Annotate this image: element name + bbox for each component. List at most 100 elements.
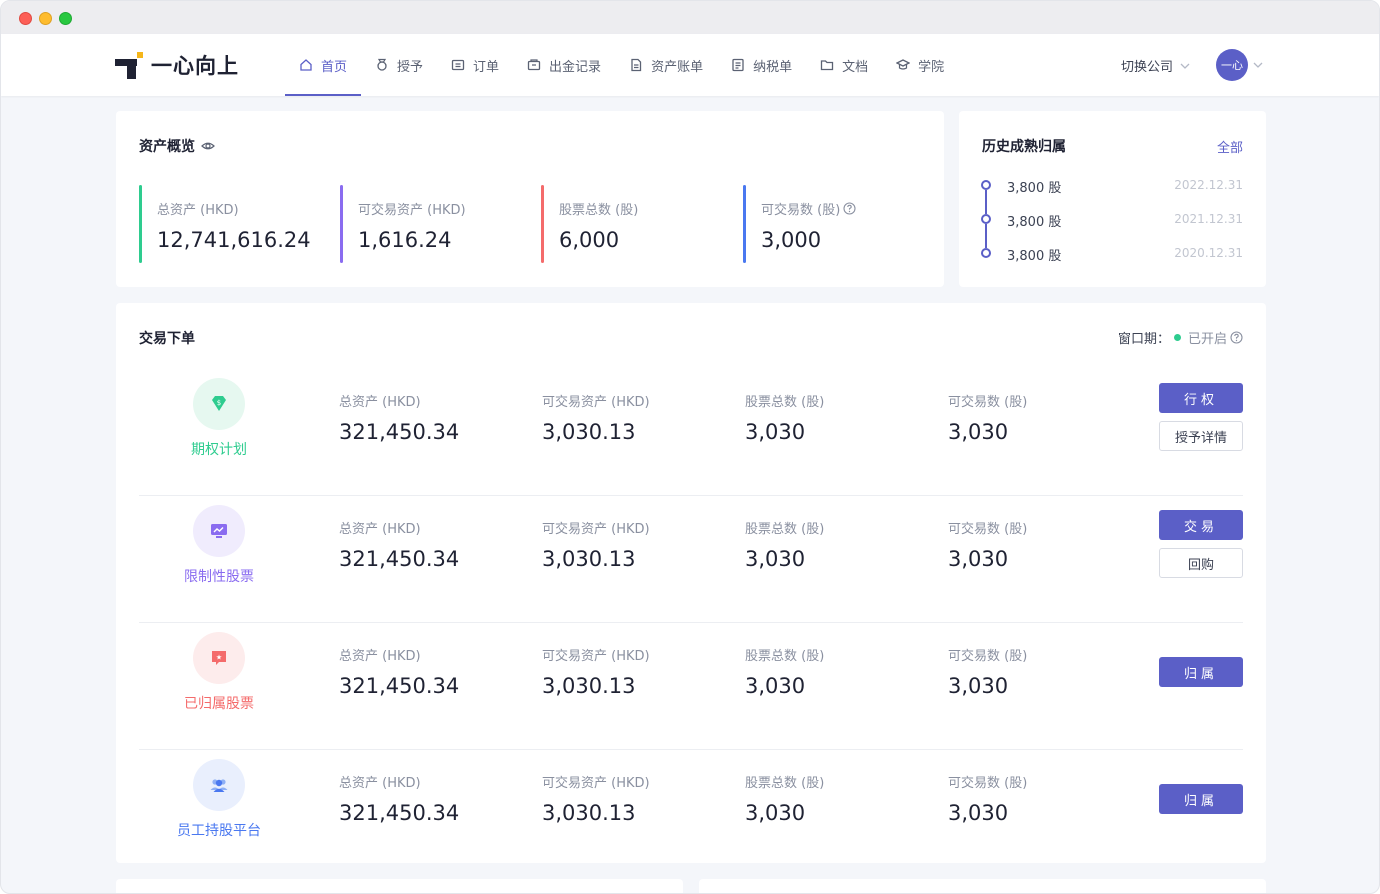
trading-window-status: 窗口期： 已开启 <box>1118 328 1243 347</box>
row-stat-value: 3,030 <box>948 801 1009 825</box>
trade-order-card: 交易下单 窗口期： 已开启 $ 期权计划 总资产 (HKD) 321,450.34… <box>116 303 1266 863</box>
vesting-history-card: 历史成熟归属 全部 3,800 股 2022.12.31 3,800 股 202… <box>959 111 1266 287</box>
product-vested-stock[interactable]: ★ 已归属股票 <box>179 632 259 713</box>
row-stat-total-shares: 股票总数 (股) 3,030 <box>745 518 824 571</box>
row-stat-value: 3,030.13 <box>542 547 636 571</box>
row-stat-tradable-shares: 可交易数 (股) 3,030 <box>948 772 1027 825</box>
people-icon <box>193 759 245 811</box>
trade-button[interactable]: 交易 <box>1159 510 1243 540</box>
buyback-button[interactable]: 回购 <box>1159 548 1243 578</box>
svg-text:★: ★ <box>216 654 222 662</box>
row-stat-total-shares: 股票总数 (股) 3,030 <box>745 391 824 444</box>
row-stat-value: 321,450.34 <box>339 801 460 825</box>
monitor-chart-icon <box>193 505 245 557</box>
vesting-history-title: 历史成熟归属 <box>982 139 1066 155</box>
row-stat-value: 3,030 <box>948 420 1009 444</box>
stat-value: 3,000 <box>761 228 822 252</box>
timeline-date: 2021.12.31 <box>1174 212 1243 226</box>
nav-tabs: 首页 授予 订单 出金记录 资产账单 纳税单 <box>285 34 958 96</box>
nav-tab-asset-bills[interactable]: 资产账单 <box>615 34 717 96</box>
row-stat-tradable-assets: 可交易资产 (HKD) 3,030.13 <box>542 645 650 698</box>
stat-accent-bar <box>139 185 142 263</box>
timeline-item: 3,800 股 2021.12.31 <box>981 209 1243 248</box>
switch-company-label: 切换公司 <box>1121 60 1174 75</box>
flag-star-icon: ★ <box>193 632 245 684</box>
vest-button[interactable]: 归属 <box>1159 784 1243 814</box>
nav-tab-label: 授予 <box>397 59 424 75</box>
stat-value: 12,741,616.24 <box>157 228 311 252</box>
close-window-button[interactable] <box>19 12 32 25</box>
timeline-shares: 3,800 股 <box>1007 181 1062 196</box>
nav-tab-withdrawals[interactable]: 出金记录 <box>513 34 615 96</box>
stat-label-text: 可交易数 (股) <box>761 203 841 218</box>
row-stat-label: 总资产 (HKD) <box>339 522 421 537</box>
nav-tab-label: 首页 <box>321 59 348 75</box>
timeline-node-icon <box>981 248 991 258</box>
asset-overview-title-text: 资产概览 <box>139 139 195 155</box>
minimize-window-button[interactable] <box>39 12 52 25</box>
nav-tab-documents[interactable]: 文档 <box>806 34 882 96</box>
nav-tab-orders[interactable]: 订单 <box>437 34 513 96</box>
maximize-window-button[interactable] <box>59 12 72 25</box>
avatar[interactable]: 一心 <box>1216 49 1248 81</box>
window-label: 窗口期： <box>1117 332 1170 347</box>
product-option-plan[interactable]: $ 期权计划 <box>179 378 259 459</box>
stat-total-shares: 股票总数 (股) 6,000 <box>541 185 638 263</box>
stat-label: 股票总数 (股) <box>559 203 639 218</box>
nav-tab-label: 出金记录 <box>549 59 602 75</box>
row-stat-value: 3,030 <box>745 420 806 444</box>
row-stat-label: 可交易资产 (HKD) <box>542 522 650 537</box>
avatar-text: 一心 <box>1221 59 1243 72</box>
stat-value: 1,616.24 <box>358 228 452 252</box>
academy-icon <box>895 58 911 72</box>
grant-details-button[interactable]: 授予详情 <box>1159 421 1243 451</box>
exercise-button[interactable]: 行权 <box>1159 383 1243 413</box>
status-dot-icon <box>1173 334 1181 341</box>
product-name: 限制性股票 <box>184 569 254 585</box>
row-stat-label: 股票总数 (股) <box>745 395 825 410</box>
lower-card-right <box>699 879 1266 893</box>
product-restricted-stock[interactable]: 限制性股票 <box>179 505 259 586</box>
chevron-down-icon[interactable] <box>1252 59 1264 71</box>
nav-tab-home[interactable]: 首页 <box>285 34 362 96</box>
row-stat-total-shares: 股票总数 (股) 3,030 <box>745 772 824 825</box>
timeline-item: 3,800 股 2020.12.31 <box>981 243 1243 277</box>
row-stat-value: 3,030 <box>745 801 806 825</box>
tax-icon <box>731 58 745 72</box>
nav-tab-grant[interactable]: 授予 <box>361 34 437 96</box>
asset-overview-card: 资产概览 总资产 (HKD) 12,741,616.24 可交易资产 (HKD)… <box>116 111 944 287</box>
view-all-link[interactable]: 全部 <box>1216 141 1243 156</box>
product-employee-platform[interactable]: 员工持股平台 <box>177 759 261 840</box>
timeline-date: 2022.12.31 <box>1174 178 1243 192</box>
brand-logo[interactable]: 一心向上 <box>115 50 239 80</box>
nav-tab-tax[interactable]: 纳税单 <box>717 34 806 96</box>
stat-label: 可交易资产 (HKD) <box>358 203 466 218</box>
help-icon[interactable] <box>1230 331 1243 344</box>
nav-tab-label: 纳税单 <box>753 59 793 75</box>
row-stat-tradable-assets: 可交易资产 (HKD) 3,030.13 <box>542 391 650 444</box>
product-row-restricted-stock: 限制性股票 总资产 (HKD) 321,450.34 可交易资产 (HKD) 3,0… <box>139 496 1243 623</box>
medal-icon <box>375 58 389 72</box>
help-icon[interactable] <box>843 202 856 215</box>
timeline-shares: 3,800 股 <box>1007 215 1062 230</box>
row-stat-label: 可交易数 (股) <box>948 522 1028 537</box>
row-stat-tradable-assets: 可交易资产 (HKD) 3,030.13 <box>542 772 650 825</box>
timeline-node-icon <box>981 180 991 190</box>
timeline-node-icon <box>981 214 991 224</box>
switch-company-dropdown[interactable]: 切换公司 <box>1121 56 1191 75</box>
nav-tab-academy[interactable]: 学院 <box>882 34 958 96</box>
row-stat-value: 3,030 <box>745 547 806 571</box>
eye-icon[interactable] <box>201 139 215 153</box>
trade-order-title: 交易下单 <box>139 331 195 347</box>
row-stat-value: 321,450.34 <box>339 547 460 571</box>
row-stat-value: 3,030 <box>948 674 1009 698</box>
folder-icon <box>820 58 834 72</box>
window-status-text: 已开启 <box>1187 332 1227 347</box>
row-stat-total-assets: 总资产 (HKD) 321,450.34 <box>339 772 459 825</box>
row-stat-tradable-shares: 可交易数 (股) 3,030 <box>948 391 1027 444</box>
row-stat-label: 股票总数 (股) <box>745 776 825 791</box>
bill-icon <box>629 58 643 72</box>
row-stat-tradable-shares: 可交易数 (股) 3,030 <box>948 645 1027 698</box>
vest-button[interactable]: 归属 <box>1159 657 1243 687</box>
row-stat-label: 可交易数 (股) <box>948 649 1028 664</box>
